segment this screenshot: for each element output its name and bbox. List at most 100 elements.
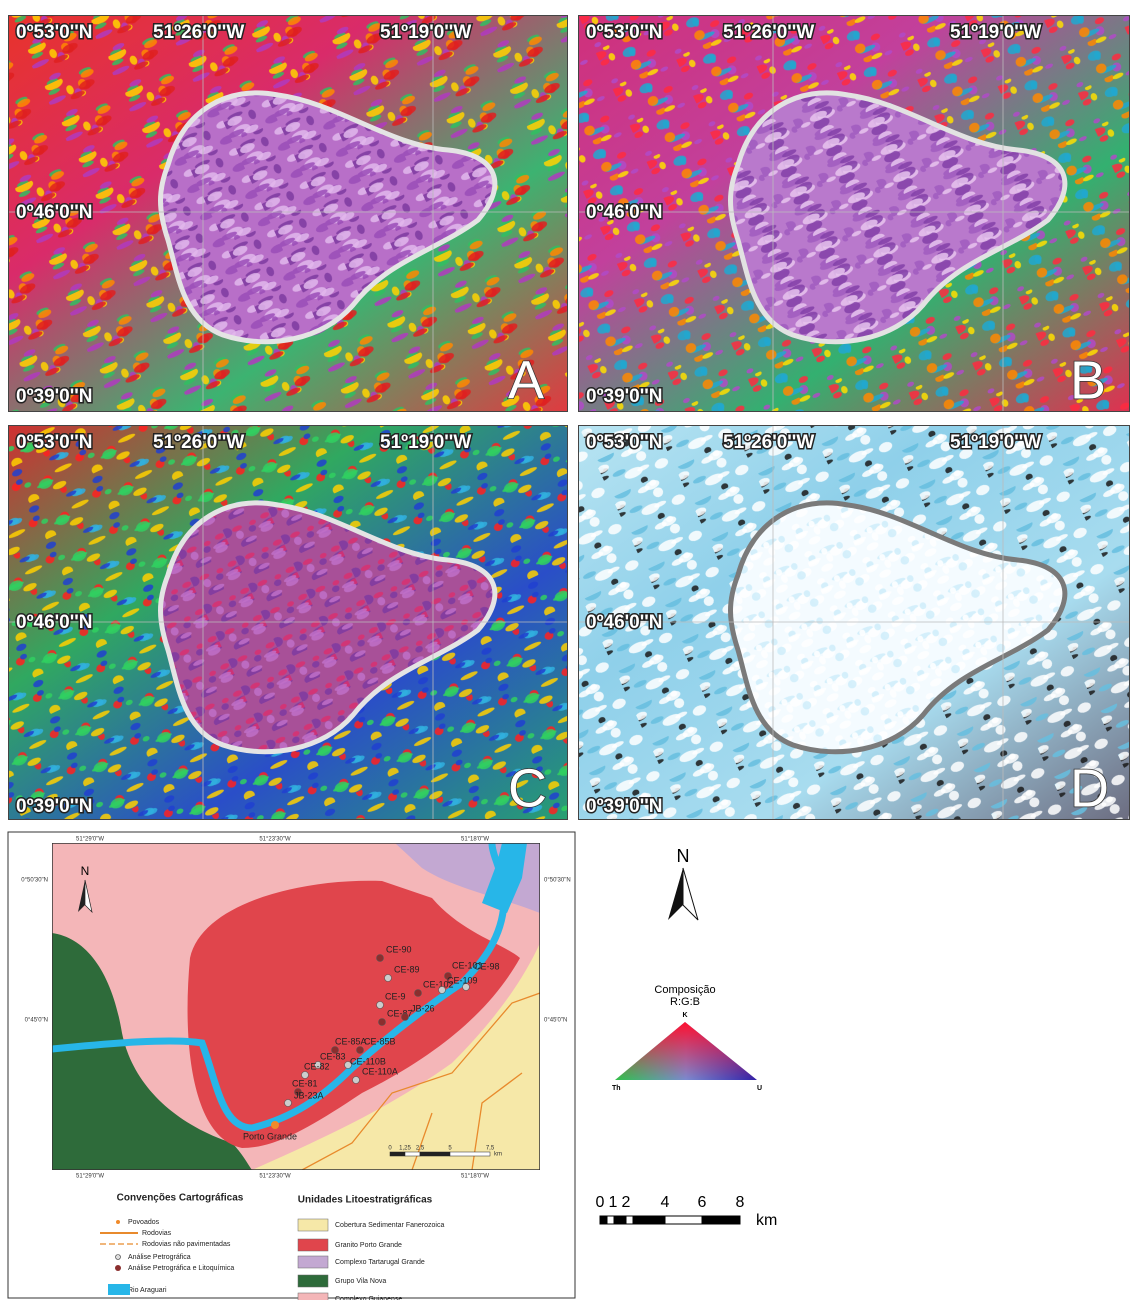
scale-segment [405,1152,420,1156]
latitude-label: 0º39'0''N [16,796,92,817]
map-panel: 0º53'0''N 0º46'0''N 0º39'0''N 51º26'0''W 51º… [578,425,1130,820]
sample-label: CE-81 [292,1078,318,1088]
legend-label: Povoados [128,1219,160,1226]
latitude-label: 0°50'30"N [544,878,571,884]
scale-segment [614,1216,626,1224]
scale-segment [420,1152,450,1156]
latitude-label: 0°45'0"N [544,1018,567,1024]
sample-point [353,1077,360,1084]
sample-point [379,1019,386,1026]
longitude-label: 51°23'30"W [259,1174,291,1180]
sample-point [377,955,384,962]
legend-label: Análise Petrográfica e Litoquímica [128,1265,234,1272]
longitude-label: 51º19'0''W [950,22,1041,43]
scale-label: 6 [698,1194,707,1211]
longitude-label: 51º19'0''W [380,432,471,453]
composition-title: Composição [654,984,715,996]
sample-point [377,1002,384,1009]
sample-label: CE-110B [350,1056,386,1066]
apex-label: U [757,1085,762,1092]
sample-point [285,1100,292,1107]
scale-label: 8 [736,1194,745,1211]
scale-unit: km [494,1152,502,1158]
legend-title: Unidades Litoestratigráficas [298,1195,433,1206]
legend-label: Grupo Vila Nova [335,1278,386,1285]
scale-label: 1,25 [399,1146,411,1152]
sample-point [385,975,392,982]
legend-title: Convenções Cartográficas [117,1193,244,1204]
legend-swatch [298,1275,328,1287]
north-arrow [668,868,683,920]
legend-swatch [298,1239,328,1251]
sample-point [439,987,446,994]
town-marker [271,1121,279,1129]
legend-label: Rodovias não pavimentadas [142,1241,231,1248]
north-label: N [81,864,90,878]
latitude-label: 0º46'0''N [16,612,92,633]
legend-label: Complexo Guianense [335,1296,402,1300]
latitude-label: 0º46'0''N [586,612,662,633]
legend-label: Rio Araguari [128,1287,167,1294]
scale-segment [626,1216,633,1224]
latitude-label: 0º46'0''N [16,202,92,223]
sample-point [415,990,422,997]
legend-label: Cobertura Sedimentar Fanerozoica [335,1222,444,1229]
panel-letter: C [508,758,547,818]
sample-label: CE-82 [304,1061,330,1071]
latitude-label: 0º53'0''N [586,432,662,453]
legend-swatch [298,1256,328,1268]
scale-segment [702,1216,740,1224]
scale-label: 2 [622,1194,631,1211]
scale-segment [665,1216,702,1224]
longitude-label: 51°29'0"W [76,837,104,843]
sample-label: JB-26 [411,1003,435,1013]
scale-label: 0 [596,1194,605,1211]
north-arrow [683,868,698,920]
longitude-label: 51°23'30"W [259,837,291,843]
legend-icon [116,1255,121,1260]
latitude-label: 0º39'0''N [16,386,92,407]
north-label: N [677,846,690,866]
latitude-label: 0º39'0''N [586,796,662,817]
apex-label: K [682,1012,687,1019]
sample-label: JB-23A [294,1090,324,1100]
scale-segment [450,1152,490,1156]
sample-label: CE-9 [385,991,406,1001]
scale-unit: km [756,1212,777,1229]
scale-segment [390,1152,405,1156]
latitude-label: 0º53'0''N [16,22,92,43]
sample-label: CE-85B [364,1036,396,1046]
sample-label: CE-83 [320,1051,346,1061]
longitude-label: 51°18'0"W [461,837,489,843]
sample-label: CE-110A [362,1066,398,1076]
latitude-label: 0º46'0''N [586,202,662,223]
sample-label: CE-85A [335,1036,367,1046]
longitude-label: 51º26'0''W [153,432,244,453]
sample-label: CE-89 [394,964,420,974]
legend-label: Granito Porto Grande [335,1242,402,1249]
scale-segment [633,1216,665,1224]
longitude-label: 51º19'0''W [950,432,1041,453]
legend-swatch [298,1219,328,1231]
sample-point [402,1014,409,1021]
legend-label: Complexo Tartarugal Grande [335,1259,425,1266]
latitude-label: 0º39'0''N [586,386,662,407]
longitude-label: 51°29'0"W [76,1174,104,1180]
latitude-label: 0º53'0''N [586,22,662,43]
latitude-label: 0°45'0"N [25,1018,48,1024]
ternary-triangle [615,1022,757,1080]
map-panel: 0º53'0''N 0º46'0''N 0º39'0''N 51º26'0''W 51º… [578,15,1130,412]
legend-icon [108,1284,130,1295]
scale-label: 1 [609,1194,618,1211]
scale-label: 2,5 [416,1146,425,1152]
scale-segment [600,1216,607,1224]
legend-label: Análise Petrográfica [128,1254,191,1261]
panel-letter: D [1070,758,1109,818]
legend-icon [116,1220,120,1224]
panel-letter: A [508,350,544,410]
longitude-label: 51º26'0''W [723,432,814,453]
latitude-label: 0°50'30"N [21,878,48,884]
longitude-label: 51º26'0''W [723,22,814,43]
